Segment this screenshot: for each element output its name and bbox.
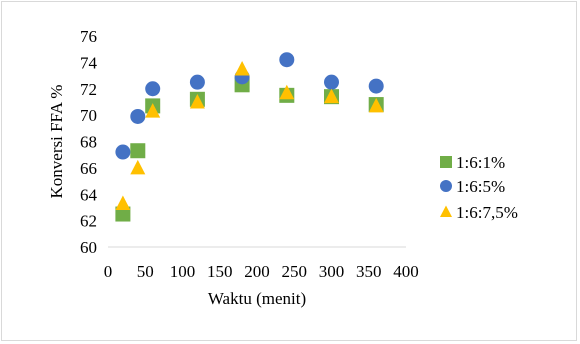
data-point-series-2 bbox=[115, 144, 131, 160]
legend-label: 1:6:5% bbox=[456, 177, 505, 196]
x-tick-label: 150 bbox=[207, 262, 233, 281]
legend-label: 1:6:7,5% bbox=[456, 203, 518, 222]
legend-label: 1:6:1% bbox=[456, 153, 505, 172]
x-axis-title: Waktu (menit) bbox=[208, 289, 306, 308]
x-tick-label: 0 bbox=[104, 262, 113, 281]
data-point-series-3 bbox=[234, 60, 250, 76]
data-point-series-2 bbox=[324, 74, 339, 90]
data-point-series-2 bbox=[368, 78, 384, 94]
y-tick-label: 62 bbox=[80, 212, 97, 231]
y-tick-label: 74 bbox=[80, 53, 98, 72]
y-axis-title: Konversi FFA % bbox=[47, 85, 66, 199]
data-point-series-3 bbox=[279, 84, 295, 100]
x-tick-label: 300 bbox=[319, 262, 345, 281]
y-tick-label: 64 bbox=[80, 185, 98, 204]
x-axis-ticks: 0 50 100 150 200 250 300 350 400 bbox=[104, 262, 419, 281]
data-point-series-3 bbox=[115, 195, 131, 210]
data-point-series-2 bbox=[145, 81, 161, 97]
y-tick-label: 70 bbox=[80, 106, 97, 125]
data-point-series-1 bbox=[130, 143, 146, 159]
y-axis-ticks: 60 62 64 66 68 70 72 74 76 bbox=[80, 27, 98, 257]
y-tick-label: 60 bbox=[80, 238, 97, 257]
legend: 1:6:1% 1:6:5% 1:6:7,5% bbox=[440, 153, 518, 222]
legend-marker-circle bbox=[440, 180, 452, 192]
data-point-series-2 bbox=[130, 108, 146, 124]
x-tick-label: 50 bbox=[137, 262, 154, 281]
data-point-series-3 bbox=[324, 88, 339, 104]
x-tick-label: 400 bbox=[393, 262, 419, 281]
data-point-series-2 bbox=[279, 52, 295, 68]
data-points bbox=[115, 52, 384, 222]
y-tick-label: 76 bbox=[80, 27, 97, 46]
data-point-series-3 bbox=[189, 93, 205, 109]
data-point-series-3 bbox=[130, 159, 146, 175]
data-point-series-2 bbox=[189, 74, 205, 90]
data-point-series-1 bbox=[115, 206, 131, 222]
x-tick-label: 200 bbox=[244, 262, 270, 281]
y-tick-label: 66 bbox=[80, 159, 97, 178]
legend-marker-square bbox=[440, 156, 452, 168]
y-tick-label: 68 bbox=[80, 133, 97, 152]
data-point-series-3 bbox=[368, 97, 384, 113]
data-point-series-3 bbox=[145, 103, 161, 118]
x-tick-label: 250 bbox=[282, 262, 308, 281]
x-tick-label: 350 bbox=[356, 262, 382, 281]
x-tick-label: 100 bbox=[170, 262, 196, 281]
y-tick-label: 72 bbox=[80, 80, 97, 99]
legend-marker-triangle bbox=[440, 205, 452, 217]
